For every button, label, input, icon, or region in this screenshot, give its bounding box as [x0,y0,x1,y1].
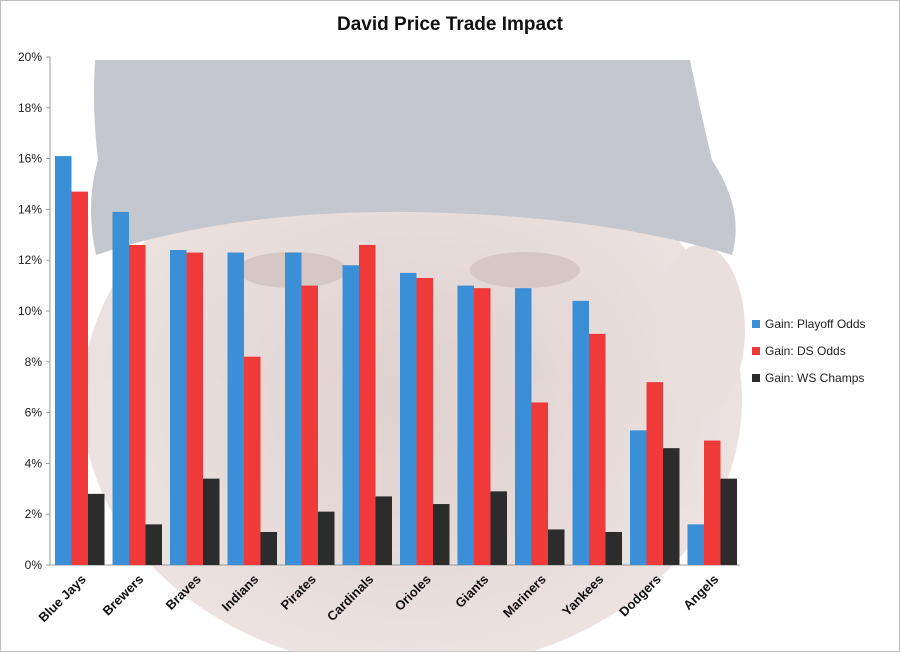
bar-ws-champs [318,511,335,565]
bar-playoff-odds [515,288,532,565]
bar-playoff-odds [112,211,129,565]
bar-ws-champs [663,448,680,565]
bar-ds-odds [186,252,203,565]
bars [55,156,737,566]
bar-playoff-odds [55,156,72,565]
y-tick-label: 16% [18,152,42,166]
bar-ds-odds [129,244,146,565]
y-tick-label: 12% [18,253,42,267]
bar-playoff-odds [400,272,417,565]
y-tick-label: 20% [18,50,42,64]
bar-ws-champs [490,491,507,565]
bar-ds-odds [589,333,606,565]
legend-swatch-ws [752,373,760,382]
legend-swatch-playoff [752,319,760,328]
y-tick-label: 6% [25,406,43,420]
bar-ws-champs [720,478,737,565]
bar-ds-odds [474,288,491,565]
bar-ds-odds [704,440,721,565]
legend-item: Gain: DS Odds [752,337,866,364]
bar-playoff-odds [687,524,704,565]
y-tick-label: 4% [25,456,43,470]
legend-label-ws: Gain: WS Champs [765,370,865,385]
bar-playoff-odds [630,430,647,565]
bar-ds-odds [531,402,548,565]
bar-ds-odds [359,244,376,565]
bar-ws-champs [203,478,220,565]
bar-ds-odds [71,191,88,565]
bar-playoff-odds [227,252,244,565]
x-tick-label: Blue Jays [35,572,89,626]
bar-ws-champs [605,531,622,565]
bar-playoff-odds [342,265,359,565]
bar-playoff-odds [457,285,474,565]
y-tick-label: 18% [18,101,42,115]
bar-ws-champs [433,504,450,565]
y-tick-label: 0% [25,558,43,572]
bar-playoff-odds [285,252,302,565]
x-tick-label: Brewers [99,572,146,619]
bar-ws-champs [548,529,565,565]
y-tick-label: 8% [25,355,43,369]
bar-ds-odds [646,382,663,565]
x-tick-label: Angels [680,572,721,613]
legend-label-ds: Gain: DS Odds [765,343,846,358]
bar-playoff-odds [572,300,589,565]
chart-title: David Price Trade Impact [337,14,563,35]
bar-ds-odds [301,285,318,565]
legend-label-playoff: Gain: Playoff Odds [765,316,866,331]
y-tick-label: 14% [18,202,42,216]
bar-ds-odds [416,277,433,565]
bar-ws-champs [375,496,392,565]
bar-ws-champs [145,524,162,565]
legend: Gain: Playoff Odds Gain: DS Odds Gain: W… [752,310,866,391]
y-tick-label: 10% [18,304,42,318]
legend-item: Gain: Playoff Odds [752,310,866,337]
y-axis-ticks: 0% 2% 4% 6% 8% 10% 12% 14% 16% 18% 20% [18,50,50,572]
bar-playoff-odds [170,250,187,566]
legend-swatch-ds [752,346,760,355]
bar-ws-champs [88,493,105,565]
y-tick-label: 2% [25,507,43,521]
legend-item: Gain: WS Champs [752,364,866,391]
bar-ds-odds [244,356,261,565]
bar-ws-champs [260,531,277,565]
